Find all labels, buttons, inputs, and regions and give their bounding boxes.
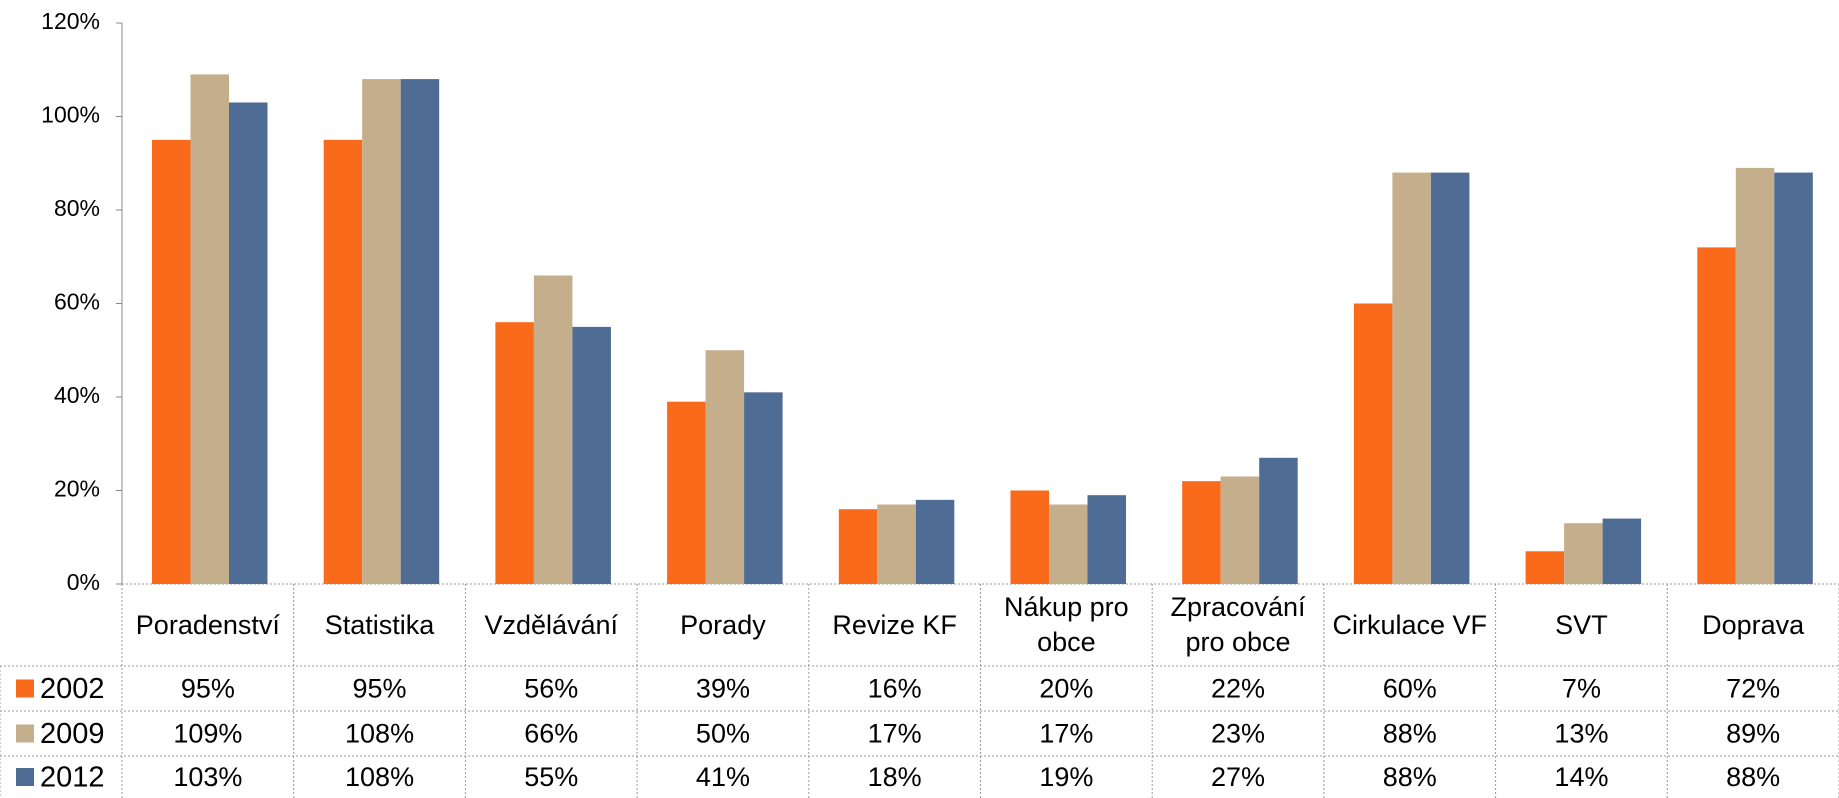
legend-swatch (16, 724, 34, 743)
value-label: 23% (1211, 719, 1265, 749)
value-label: 14% (1554, 762, 1608, 792)
legend-swatch (16, 679, 34, 698)
category-label: Porady (680, 609, 766, 640)
bar (1774, 172, 1813, 584)
legend-label: 2012 (40, 762, 105, 794)
bar (229, 102, 268, 584)
category-label: Statistika (324, 609, 435, 640)
category-label: SVT (1555, 609, 1608, 640)
value-label: 13% (1554, 719, 1608, 749)
value-label: 88% (1383, 762, 1437, 792)
bar (838, 509, 878, 584)
bar (744, 392, 783, 584)
value-label: 88% (1383, 719, 1437, 749)
y-tick-label: 80% (54, 195, 100, 221)
category-label: Cirkulace VF (1332, 609, 1487, 640)
bar (1525, 551, 1565, 584)
y-tick-label: 100% (41, 102, 100, 128)
y-tick-label: 20% (54, 476, 100, 502)
category-label: Revize KF (832, 609, 957, 640)
bar (1087, 495, 1126, 584)
category-label: Doprava (1702, 609, 1805, 640)
legend-swatch (16, 768, 34, 786)
value-label: 55% (524, 762, 578, 792)
value-label: 16% (868, 674, 922, 704)
y-tick-label: 40% (54, 382, 100, 408)
value-label: 103% (173, 762, 242, 792)
value-label: 27% (1211, 762, 1265, 792)
value-label: 60% (1383, 674, 1437, 704)
bar (190, 74, 229, 585)
value-label: 19% (1039, 762, 1093, 792)
value-label: 72% (1726, 674, 1780, 704)
y-tick-label: 0% (67, 569, 100, 595)
bar (1430, 172, 1470, 584)
bar (1259, 457, 1298, 584)
value-label: 22% (1211, 674, 1265, 704)
bar (915, 499, 955, 584)
legend-label: 2009 (40, 718, 105, 750)
y-tick-label: 120% (41, 8, 100, 34)
bar (152, 139, 191, 584)
value-label: 7% (1562, 674, 1601, 704)
category-label: Nákup pro obce (1004, 592, 1129, 657)
bar (1697, 247, 1736, 584)
bar (1220, 476, 1260, 584)
bar (1392, 172, 1431, 584)
value-label: 39% (696, 674, 750, 704)
bar (1049, 504, 1088, 584)
value-label: 108% (345, 719, 414, 749)
bar (1010, 490, 1049, 584)
bar (1735, 167, 1775, 585)
bar (1564, 523, 1603, 584)
value-label: 88% (1726, 762, 1780, 792)
value-label: 89% (1726, 719, 1780, 749)
legend-label: 2002 (40, 673, 105, 705)
bar (667, 401, 706, 584)
value-label: 108% (345, 762, 414, 792)
value-label: 95% (353, 674, 407, 704)
value-label: 56% (524, 674, 578, 704)
bar (1353, 303, 1393, 584)
bar (1602, 518, 1642, 584)
value-label: 41% (696, 762, 750, 792)
value-label: 18% (868, 762, 922, 792)
bar (533, 275, 573, 584)
value-label: 109% (173, 719, 242, 749)
bar (362, 79, 401, 584)
value-label: 50% (696, 719, 750, 749)
bar (1182, 481, 1221, 584)
bar (323, 139, 363, 584)
bar (400, 79, 440, 584)
bar (572, 326, 611, 584)
y-tick-label: 60% (54, 289, 100, 315)
value-label: 17% (868, 719, 922, 749)
value-label: 20% (1039, 674, 1093, 704)
category-label: Zpracování pro obce (1170, 592, 1306, 657)
value-label: 17% (1039, 719, 1093, 749)
value-label: 66% (524, 719, 578, 749)
bar (877, 504, 916, 584)
category-label: Poradenství (135, 609, 280, 640)
bar (705, 350, 745, 584)
category-label: Vzdělávání (484, 609, 619, 640)
bar (495, 322, 534, 584)
value-label: 95% (181, 674, 235, 704)
